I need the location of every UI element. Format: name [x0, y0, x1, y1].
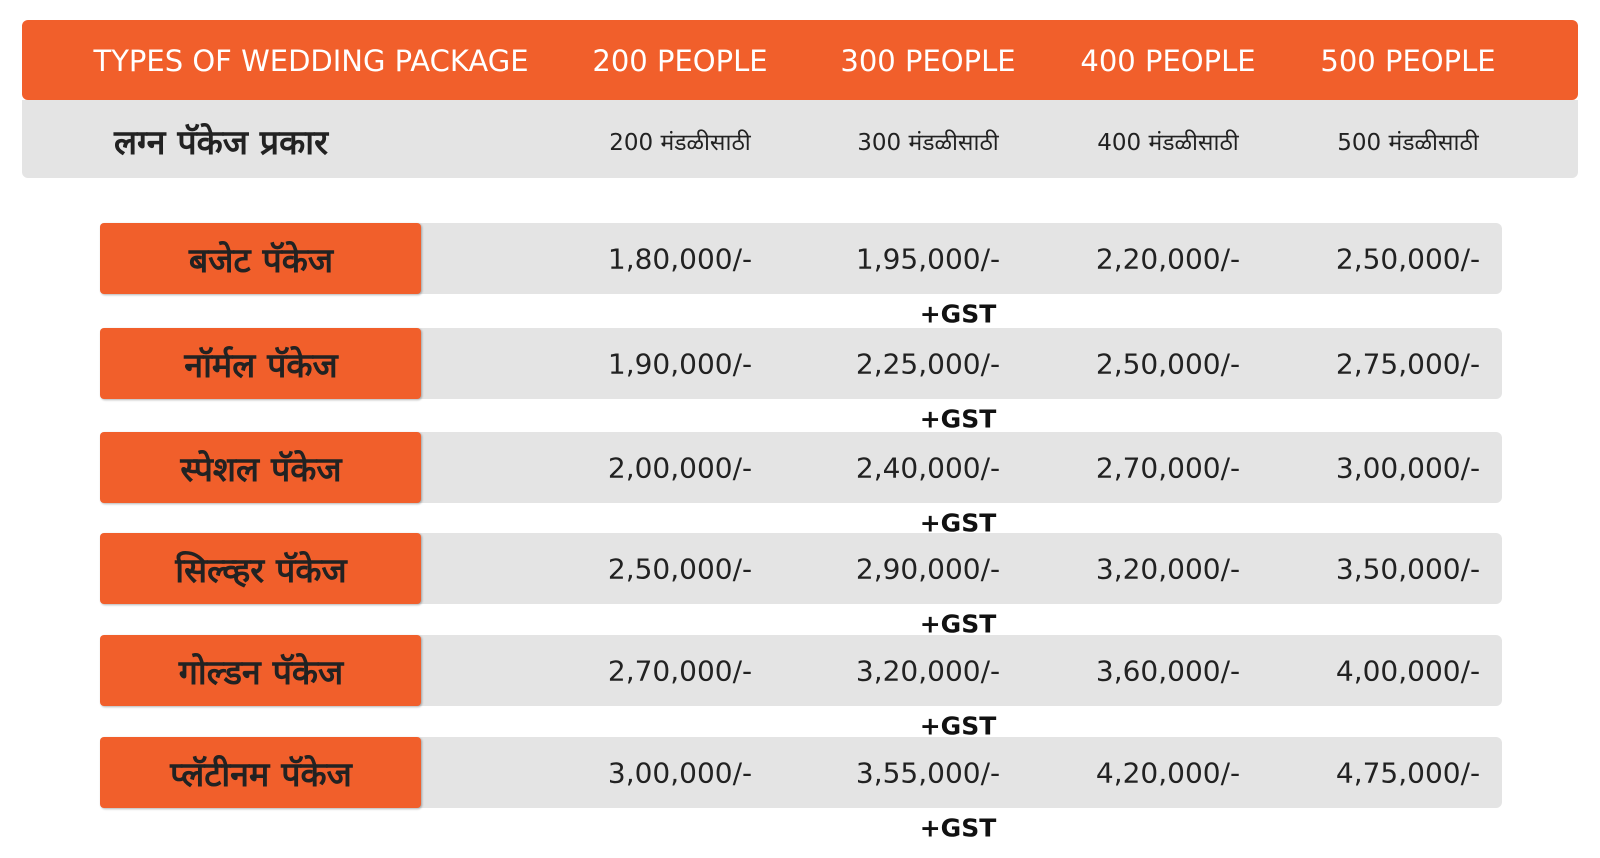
package-label-box	[100, 737, 421, 808]
gst-note: +GST	[919, 299, 997, 329]
price: 2,40,000/-	[855, 451, 1001, 485]
column-subheader: 500 मंडळीसाठी	[1337, 130, 1479, 156]
column-header: TYPES OF WEDDING PACKAGE	[93, 44, 529, 78]
price: 4,20,000/-	[1095, 756, 1241, 790]
price: 3,50,000/-	[1335, 552, 1481, 586]
gst-note: +GST	[919, 813, 997, 843]
price: 3,20,000/-	[855, 654, 1001, 688]
price: 3,60,000/-	[1095, 654, 1241, 688]
column-header: 400 PEOPLE	[1080, 44, 1256, 78]
gst-note: +GST	[919, 404, 997, 434]
package-label-box	[100, 223, 421, 294]
price: 3,20,000/-	[1095, 552, 1241, 586]
column-subheader: 400 मंडळीसाठी	[1097, 130, 1239, 156]
column-header: 200 PEOPLE	[592, 44, 768, 78]
column-header: 500 PEOPLE	[1320, 44, 1496, 78]
price: 1,90,000/-	[607, 347, 753, 381]
column-subheader: 300 मंडळीसाठी	[857, 130, 999, 156]
package-name: गोल्डन पॅकेज	[178, 653, 344, 693]
price: 2,50,000/-	[607, 552, 753, 586]
package-label-box	[100, 432, 421, 503]
price: 4,00,000/-	[1335, 654, 1481, 688]
price: 2,00,000/-	[607, 451, 753, 485]
price: 4,75,000/-	[1335, 756, 1481, 790]
package-label-box	[100, 328, 421, 399]
price: 2,90,000/-	[855, 552, 1001, 586]
price: 3,00,000/-	[607, 756, 753, 790]
price: 3,00,000/-	[1335, 451, 1481, 485]
package-name: सिल्व्हर पॅकेज	[175, 551, 347, 591]
gst-note: +GST	[919, 711, 997, 741]
package-name: प्लॅटीनम पॅकेज	[170, 755, 352, 795]
package-name: नॉर्मल पॅकेज	[184, 346, 338, 386]
header-bar	[22, 20, 1578, 100]
price: 2,50,000/-	[1335, 242, 1481, 276]
gst-note: +GST	[919, 508, 997, 538]
price: 1,80,000/-	[607, 242, 753, 276]
column-header: 300 PEOPLE	[840, 44, 1016, 78]
price: 2,70,000/-	[607, 654, 753, 688]
price: 2,25,000/-	[855, 347, 1001, 381]
price: 2,75,000/-	[1335, 347, 1481, 381]
package-label-box	[100, 635, 421, 706]
package-label-box	[100, 533, 421, 604]
price: 1,95,000/-	[855, 242, 1001, 276]
price: 2,70,000/-	[1095, 451, 1241, 485]
package-name: बजेट पॅकेज	[188, 241, 334, 281]
subheader-bar	[22, 100, 1578, 178]
column-subheader: लग्न पॅकेज प्रकार	[114, 123, 328, 163]
gst-note: +GST	[919, 609, 997, 639]
column-subheader: 200 मंडळीसाठी	[609, 130, 751, 156]
price: 3,55,000/-	[855, 756, 1001, 790]
price: 2,20,000/-	[1095, 242, 1241, 276]
package-name: स्पेशल पॅकेज	[180, 450, 342, 490]
price: 2,50,000/-	[1095, 347, 1241, 381]
